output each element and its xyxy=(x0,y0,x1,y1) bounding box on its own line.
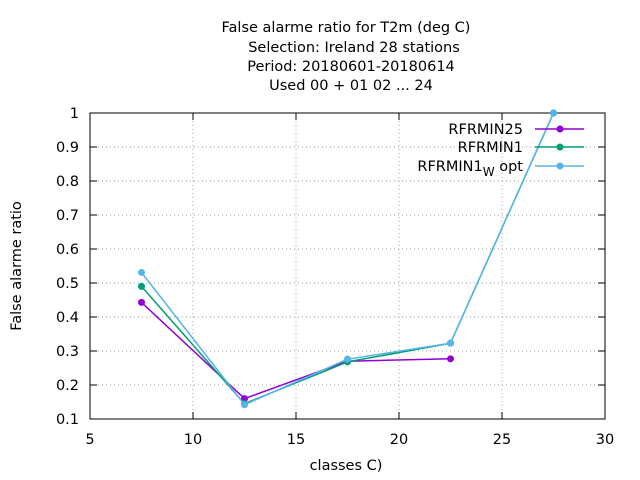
y-tick-label: 0.7 xyxy=(56,208,79,224)
x-tick-label: 5 xyxy=(85,432,94,448)
chart-title: False alarme ratio for T2m (deg C) Selec… xyxy=(222,20,471,94)
data-point xyxy=(241,401,248,409)
y-tick-label: 0.8 xyxy=(56,174,79,190)
y-tick-label: 0.5 xyxy=(56,276,79,292)
data-point xyxy=(241,395,248,403)
data-point xyxy=(447,339,454,347)
x-tick-label: 20 xyxy=(390,432,408,448)
y-tick-label: 0.2 xyxy=(56,378,79,394)
grid xyxy=(90,113,605,419)
plot-frame xyxy=(89,112,606,420)
data-point xyxy=(447,355,454,363)
y-tick-label: 1 xyxy=(70,106,79,122)
y-tick-label: 0.9 xyxy=(56,140,79,156)
x-tick-label: 30 xyxy=(596,432,614,448)
data-point xyxy=(550,109,557,117)
legend-label: RFRMIN1W opt xyxy=(417,159,523,179)
data-point xyxy=(138,298,145,306)
legend: RFRMIN25 RFRMIN1 RFRMIN1W opt xyxy=(417,122,584,179)
title-line-3: Period: 20180601-20180614 xyxy=(247,59,455,75)
data-point xyxy=(138,282,145,290)
title-line-2: Selection: Ireland 28 stations xyxy=(248,40,460,56)
axes: 0.10.20.30.40.50.60.70.80.915 10 15 20 25 30 xyxy=(56,106,614,448)
series-3 xyxy=(138,109,557,409)
legend-label: RFRMIN1 xyxy=(458,140,523,156)
y-tick-label: 0.1 xyxy=(56,412,79,428)
legend-item-2: RFRMIN1 xyxy=(458,140,584,156)
y-axis-label: False alarme ratio xyxy=(9,201,25,331)
x-tick-label: 25 xyxy=(493,432,511,448)
legend-swatch-point xyxy=(556,162,564,170)
legend-swatch-point xyxy=(556,125,564,133)
data-point xyxy=(138,268,145,276)
y-tick-label: 0.3 xyxy=(56,344,79,360)
data-point xyxy=(344,355,351,363)
series-line xyxy=(140,301,451,400)
legend-label: RFRMIN25 xyxy=(448,122,523,138)
y-tick-label: 0.4 xyxy=(56,310,79,326)
series-layer xyxy=(138,109,557,409)
legend-item-1: RFRMIN25 xyxy=(448,122,584,138)
x-axis-label: classes C) xyxy=(310,458,383,474)
title-line-4: Used 00 + 01 02 ... 24 xyxy=(269,78,433,94)
x-tick-label: 15 xyxy=(287,432,305,448)
title-line-1: False alarme ratio for T2m (deg C) xyxy=(222,20,471,36)
legend-item-3: RFRMIN1W opt xyxy=(417,159,584,179)
x-tick-label: 10 xyxy=(184,432,202,448)
legend-swatch-point xyxy=(556,143,564,151)
y-tick-label: 0.6 xyxy=(56,242,79,258)
